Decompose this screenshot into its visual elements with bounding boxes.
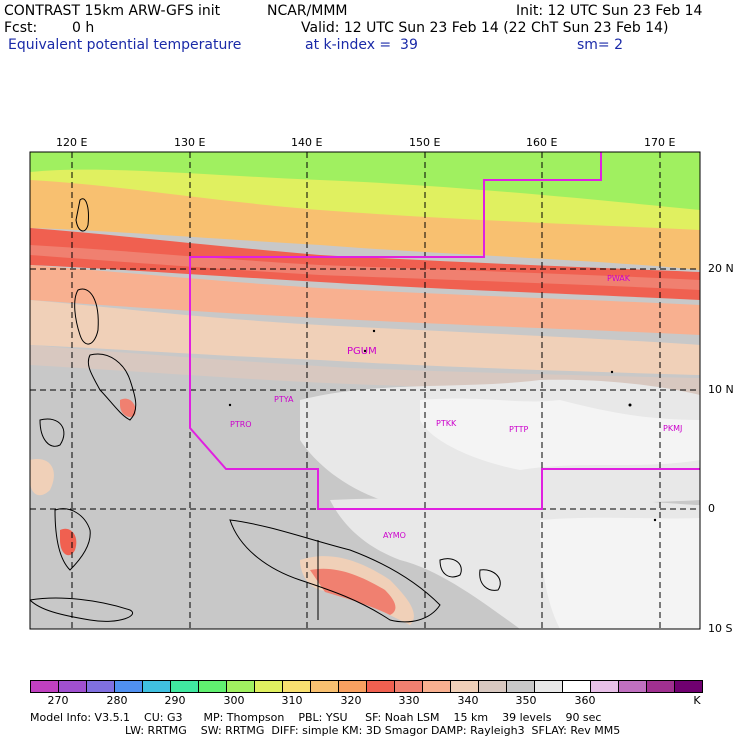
init-time: Init: 12 UTC Sun 23 Feb 14 bbox=[516, 3, 703, 19]
colorbar-tick: 310 bbox=[281, 694, 303, 707]
colorbar-swatch bbox=[142, 680, 171, 693]
colorbar-tick: 330 bbox=[398, 694, 420, 707]
colorbar-swatch bbox=[590, 680, 619, 693]
colorbar-swatch bbox=[618, 680, 647, 693]
colorbar-tick: 270 bbox=[47, 694, 69, 707]
region-boundary bbox=[189, 152, 700, 510]
colorbar-swatch bbox=[366, 680, 395, 693]
colorbar-tick: 320 bbox=[340, 694, 362, 707]
model-info-line2: LW: RRTMG SW: RRTMG DIFF: simple KM: 3D … bbox=[125, 724, 621, 737]
smoothing: sm= 2 bbox=[577, 37, 624, 53]
valid-time: Valid: 12 UTC Sun 23 Feb 14 (22 ChT Sun … bbox=[301, 20, 669, 36]
lat-label: 10 N bbox=[708, 383, 734, 396]
organization: NCAR/MMM bbox=[267, 3, 348, 19]
colorbar-swatch bbox=[646, 680, 675, 693]
station-label: PWAK bbox=[607, 274, 631, 283]
colorbar-swatch bbox=[170, 680, 199, 693]
station-label: PTTP bbox=[509, 425, 529, 434]
colorbar-swatch bbox=[338, 680, 367, 693]
forecast-label: Fcst: bbox=[4, 20, 38, 36]
lat-label: 20 N bbox=[708, 262, 734, 275]
station-label: PTKK bbox=[436, 419, 457, 428]
colorbar-swatch bbox=[506, 680, 535, 693]
station-label: PTYA bbox=[274, 395, 294, 404]
forecast-hour: 0 h bbox=[72, 20, 95, 36]
station-label: PTRO bbox=[230, 420, 252, 429]
coastlines bbox=[30, 198, 501, 623]
lon-label: 170 E bbox=[644, 136, 676, 149]
lon-label: 160 E bbox=[526, 136, 558, 149]
colorbar-swatch bbox=[226, 680, 255, 693]
colorbar-tick: 300 bbox=[223, 694, 245, 707]
colorbar-swatch bbox=[394, 680, 423, 693]
colorbar-unit: K bbox=[693, 694, 701, 707]
colorbar-tick: 360 bbox=[574, 694, 596, 707]
colorbar-swatch bbox=[282, 680, 311, 693]
colorbar-swatch bbox=[198, 680, 227, 693]
colorbar-swatch bbox=[534, 680, 563, 693]
colorbar-tick: 340 bbox=[457, 694, 479, 707]
colorbar-swatch bbox=[30, 680, 59, 693]
colorbar-swatch bbox=[562, 680, 591, 693]
colorbar-swatch bbox=[86, 680, 115, 693]
colorbar-swatch bbox=[450, 680, 479, 693]
colorbar-tick: 290 bbox=[164, 694, 186, 707]
lat-label: 10 S bbox=[708, 622, 733, 635]
colorbar-swatch bbox=[58, 680, 87, 693]
lon-label: 130 E bbox=[174, 136, 206, 149]
station-label: PKMJ bbox=[663, 424, 683, 433]
colorbar-swatch bbox=[310, 680, 339, 693]
island-dots bbox=[228, 329, 657, 522]
level-index: at k-index = 39 bbox=[305, 37, 418, 53]
lon-label: 120 E bbox=[56, 136, 88, 149]
station-label: PGUM bbox=[347, 346, 377, 357]
colorbar-tick: 280 bbox=[106, 694, 128, 707]
lon-label: 140 E bbox=[291, 136, 323, 149]
station-label: AYMO bbox=[383, 531, 406, 540]
model-title: CONTRAST 15km ARW-GFS init bbox=[4, 3, 221, 19]
lat-label: 0 bbox=[708, 502, 715, 515]
map-frame bbox=[29, 151, 701, 630]
model-info-line1: Model Info: V3.5.1 CU: G3 MP: Thompson P… bbox=[30, 711, 602, 724]
colorbar-swatch bbox=[254, 680, 283, 693]
lon-label: 150 E bbox=[409, 136, 441, 149]
colorbar-swatch bbox=[478, 680, 507, 693]
colorbar-swatch bbox=[114, 680, 143, 693]
colorbar-swatch bbox=[674, 680, 703, 693]
colorbar-swatch bbox=[422, 680, 451, 693]
colorbar-tick: 350 bbox=[515, 694, 537, 707]
field-name: Equivalent potential temperature bbox=[8, 37, 242, 53]
